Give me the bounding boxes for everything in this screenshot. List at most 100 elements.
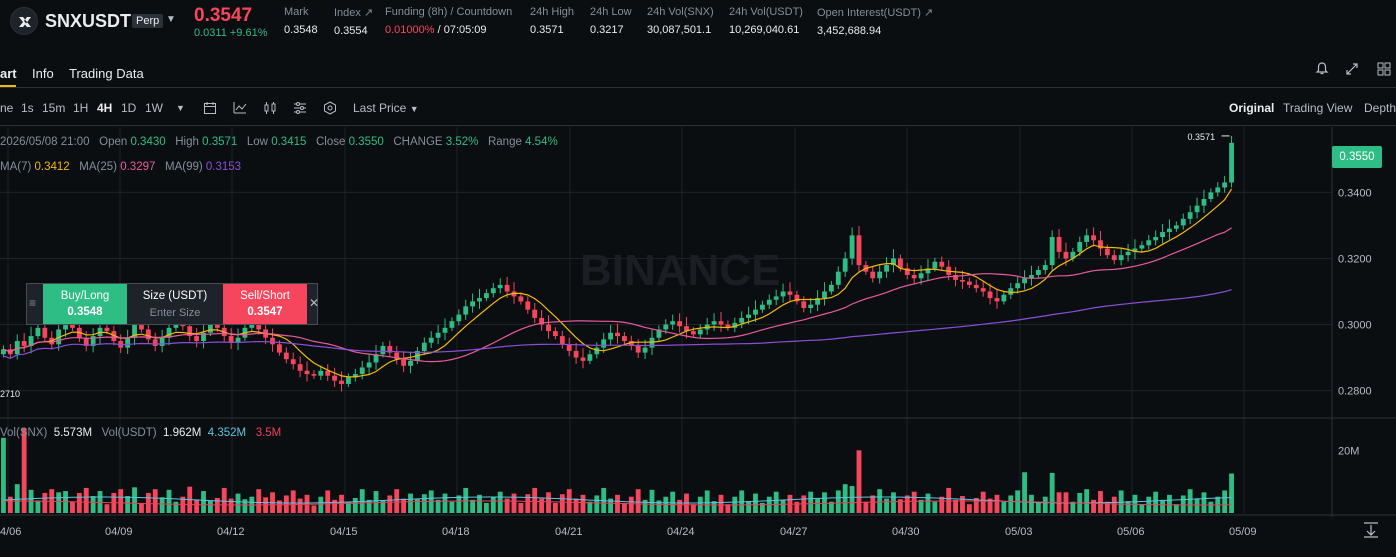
stat-value: 3,452,688.94 bbox=[817, 25, 882, 37]
volume-bar bbox=[677, 499, 683, 513]
volume-bar bbox=[1029, 494, 1034, 513]
candle-body bbox=[339, 380, 344, 384]
interval-1s[interactable]: 1s bbox=[21, 101, 34, 115]
sell-short-button[interactable]: Sell/Short 0.3547 bbox=[223, 284, 307, 324]
candle-body bbox=[304, 370, 310, 375]
volume-bar bbox=[456, 495, 462, 513]
time-axis-label: 04/21 bbox=[555, 526, 583, 538]
stat-open-interest[interactable]: Open Interest(USDT) ↗ 3,452,688.94 bbox=[817, 6, 933, 37]
tab-info[interactable]: Info bbox=[32, 66, 54, 81]
volume-bar bbox=[877, 489, 883, 513]
interval-1w[interactable]: 1W bbox=[145, 101, 163, 115]
volume-bar bbox=[773, 491, 779, 513]
tab-trading-data[interactable]: Trading Data bbox=[69, 66, 144, 81]
volume-bar bbox=[1125, 501, 1131, 513]
candle-body bbox=[1118, 255, 1124, 261]
candle-body bbox=[1070, 251, 1076, 259]
interval-1d[interactable]: 1D bbox=[121, 101, 137, 115]
interval-4h[interactable]: 4H bbox=[97, 101, 113, 115]
current-price-tag: 0.3550 bbox=[1332, 146, 1382, 168]
symbol-name[interactable]: SNXUSDT bbox=[45, 11, 132, 31]
bell-icon[interactable] bbox=[1314, 62, 1330, 78]
size-input[interactable]: Size (USDT) Enter Size bbox=[127, 284, 223, 324]
candlestick-chart[interactable]: BINANCE 0.3571 2710 0.3400 0.3200 0.3000 0.280… bbox=[0, 127, 1396, 557]
candle-body bbox=[628, 341, 634, 346]
volume-bar bbox=[525, 494, 531, 513]
volume-bar bbox=[911, 491, 917, 513]
indicators-icon[interactable] bbox=[233, 101, 247, 118]
volume-bar bbox=[401, 498, 407, 513]
settings-list-icon[interactable] bbox=[293, 101, 307, 118]
candle-body bbox=[497, 284, 503, 289]
watermark-text: BINANCE bbox=[580, 246, 780, 295]
stat-label: 24h High bbox=[530, 6, 575, 18]
candle-body bbox=[1063, 251, 1069, 259]
candle-body bbox=[787, 291, 793, 295]
candle-body bbox=[249, 322, 255, 328]
price-type-select[interactable]: Last Price ▼ bbox=[353, 101, 419, 115]
view-trading-view[interactable]: Trading View bbox=[1283, 101, 1353, 115]
volume-bar bbox=[1139, 504, 1145, 513]
volume-bar bbox=[442, 493, 448, 513]
candle-body bbox=[690, 331, 696, 335]
view-original[interactable]: Original bbox=[1229, 101, 1275, 115]
calendar-icon[interactable] bbox=[203, 101, 217, 118]
candle-body bbox=[766, 299, 772, 305]
tab-chart[interactable]: art bbox=[0, 66, 17, 81]
volume-bar bbox=[90, 496, 96, 513]
candle-body bbox=[918, 273, 924, 279]
range-label: Range bbox=[487, 136, 522, 148]
volume-bar bbox=[173, 501, 179, 513]
close-icon[interactable]: ✕ bbox=[309, 296, 320, 310]
candle-body bbox=[815, 298, 820, 305]
ma25-label: MA(25) bbox=[79, 161, 117, 173]
candle-body bbox=[711, 321, 717, 325]
low-value: 0.3415 bbox=[271, 136, 307, 148]
candle-body bbox=[587, 354, 593, 361]
volume-bar bbox=[463, 487, 469, 513]
volume-bar bbox=[608, 498, 614, 513]
drag-handle-icon[interactable]: ≡ bbox=[29, 296, 37, 310]
candle-style-icon[interactable] bbox=[263, 101, 277, 118]
candle-body bbox=[525, 301, 531, 310]
stat-label: 24h Vol(SNX) bbox=[647, 6, 714, 18]
stat-value: 0.3217 bbox=[590, 24, 624, 36]
volume-bar bbox=[1070, 501, 1076, 513]
volume-bar bbox=[42, 492, 48, 513]
interval-time[interactable]: ne bbox=[0, 101, 14, 115]
drawing-tools-icon[interactable] bbox=[323, 101, 337, 118]
buy-long-button[interactable]: Buy/Long 0.3548 bbox=[43, 284, 127, 324]
view-depth[interactable]: Depth bbox=[1364, 101, 1396, 115]
volume-bar bbox=[670, 491, 676, 513]
candle-body bbox=[897, 258, 903, 269]
candle-body bbox=[759, 304, 765, 310]
stat-24h-vol-snx: 24h Vol(SNX) 30,087,501.1 bbox=[647, 6, 714, 36]
candle-body bbox=[366, 362, 372, 368]
vol-ma2-value: 3.5M bbox=[255, 427, 282, 439]
volume-bar bbox=[1160, 499, 1165, 513]
volume-bar bbox=[1104, 501, 1110, 513]
volume-bar bbox=[1049, 472, 1055, 513]
stat-label: Index ↗ bbox=[334, 7, 374, 19]
candle-body bbox=[1167, 228, 1172, 233]
size-placeholder: Enter Size bbox=[149, 307, 201, 319]
candle-body bbox=[63, 321, 68, 330]
candle-body bbox=[808, 304, 814, 309]
candle-body bbox=[125, 337, 131, 348]
layout-grid-icon[interactable] bbox=[1376, 62, 1392, 78]
candle-body bbox=[373, 354, 379, 363]
candle-body bbox=[104, 327, 110, 332]
candle-body bbox=[1208, 192, 1214, 200]
stat-index[interactable]: Index ↗ 0.3554 bbox=[334, 6, 373, 37]
candle-body bbox=[939, 261, 945, 267]
volume-bar bbox=[1042, 496, 1048, 513]
interval-1h[interactable]: 1H bbox=[73, 101, 89, 115]
candle-body bbox=[421, 342, 427, 351]
fullscreen-icon[interactable] bbox=[1344, 62, 1360, 78]
volume-bar bbox=[690, 504, 696, 513]
interval-15m[interactable]: 15m bbox=[42, 101, 66, 115]
more-intervals-chevron-icon[interactable]: ▼ bbox=[176, 103, 185, 113]
funding-rate: 0.01000% bbox=[385, 24, 435, 36]
buy-long-price: 0.3548 bbox=[67, 306, 103, 318]
symbol-dropdown-icon[interactable]: ▼ bbox=[166, 14, 176, 25]
